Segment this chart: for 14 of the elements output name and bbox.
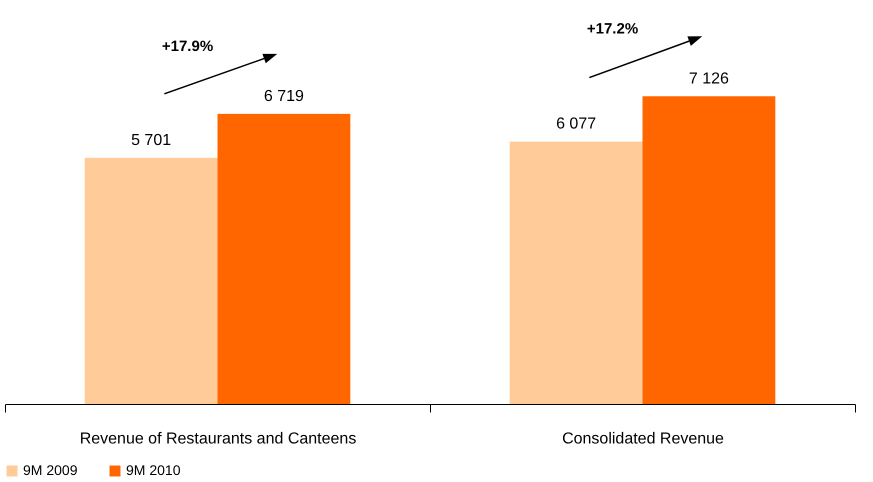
bar: [84, 158, 218, 404]
data-label: 7 126: [688, 70, 730, 88]
data-label: 6 719: [264, 88, 304, 105]
bar: [642, 96, 776, 404]
text: +17.2%: [586, 20, 638, 38]
bar: [510, 142, 642, 404]
text: +17.9%: [162, 38, 214, 55]
data-label: 6 077: [556, 116, 596, 133]
x-tick-label: Consolidated Revenue: [562, 430, 724, 448]
legend-label: 9M 2010: [126, 462, 181, 478]
legend-label: 9M 2009: [23, 462, 78, 478]
bar: [218, 114, 350, 404]
data-label: 5 701: [131, 132, 172, 149]
x-tick-label: Revenue of Restaurants and Canteens: [80, 430, 356, 448]
